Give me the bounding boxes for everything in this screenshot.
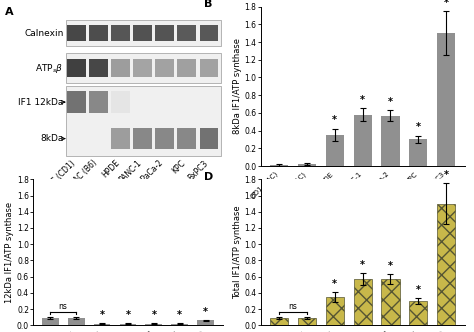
Bar bbox=[119, 324, 137, 325]
Text: *: * bbox=[332, 115, 337, 125]
Text: BxPC3: BxPC3 bbox=[186, 158, 210, 182]
Text: *: * bbox=[388, 261, 393, 271]
Bar bbox=[155, 128, 174, 149]
Bar bbox=[409, 301, 428, 325]
Text: ATP$_s\beta$: ATP$_s\beta$ bbox=[36, 61, 64, 75]
Text: *: * bbox=[416, 123, 421, 132]
Bar bbox=[111, 25, 130, 41]
Bar bbox=[200, 128, 219, 149]
Text: PAC (CD1): PAC (CD1) bbox=[43, 158, 77, 192]
Bar bbox=[94, 324, 110, 325]
Bar bbox=[133, 25, 152, 41]
Bar bbox=[354, 279, 372, 325]
Bar bbox=[66, 20, 220, 46]
Text: PAC (B6): PAC (B6) bbox=[69, 158, 99, 188]
Text: IF1 12kDa: IF1 12kDa bbox=[18, 98, 64, 107]
Bar bbox=[111, 91, 130, 113]
Y-axis label: 8kDa IF1/ATP synthase: 8kDa IF1/ATP synthase bbox=[233, 38, 242, 134]
Bar bbox=[437, 204, 455, 325]
Bar bbox=[200, 25, 219, 41]
Bar bbox=[200, 59, 219, 77]
Text: *: * bbox=[100, 310, 105, 320]
Bar bbox=[437, 33, 455, 166]
Bar bbox=[66, 53, 220, 83]
Bar bbox=[298, 318, 316, 325]
Bar bbox=[42, 318, 59, 325]
Bar bbox=[111, 59, 130, 77]
Text: ns: ns bbox=[59, 302, 68, 311]
Bar bbox=[67, 91, 86, 113]
Bar bbox=[111, 128, 130, 149]
Bar bbox=[67, 59, 86, 77]
Bar bbox=[326, 297, 344, 325]
Text: *: * bbox=[388, 97, 393, 107]
Y-axis label: 12kDa IF1/ATP synthase: 12kDa IF1/ATP synthase bbox=[5, 202, 14, 303]
Text: D: D bbox=[204, 172, 213, 182]
Text: Calnexin: Calnexin bbox=[24, 29, 64, 38]
Text: KPC: KPC bbox=[171, 158, 187, 175]
Text: HPDE: HPDE bbox=[100, 158, 121, 180]
Text: 8kDa: 8kDa bbox=[40, 134, 64, 143]
Text: *: * bbox=[360, 95, 365, 105]
Text: B: B bbox=[204, 0, 212, 9]
Bar bbox=[177, 25, 196, 41]
Bar bbox=[133, 59, 152, 77]
Text: *: * bbox=[177, 310, 182, 320]
Bar bbox=[172, 324, 188, 325]
Text: MIA PaCa-2: MIA PaCa-2 bbox=[128, 158, 165, 195]
Bar bbox=[89, 59, 108, 77]
Bar bbox=[177, 128, 196, 149]
Bar bbox=[89, 91, 108, 113]
Bar bbox=[133, 128, 152, 149]
Text: *: * bbox=[203, 306, 208, 317]
Bar bbox=[155, 25, 174, 41]
Text: *: * bbox=[416, 285, 421, 294]
Text: ns: ns bbox=[289, 302, 297, 311]
Bar bbox=[409, 139, 428, 166]
Text: *: * bbox=[444, 170, 449, 180]
Bar bbox=[67, 25, 86, 41]
Bar bbox=[155, 59, 174, 77]
Text: A: A bbox=[5, 7, 13, 17]
Text: *: * bbox=[151, 310, 156, 320]
Bar bbox=[177, 59, 196, 77]
Bar bbox=[270, 318, 288, 325]
Bar bbox=[382, 279, 400, 325]
Text: *: * bbox=[360, 260, 365, 270]
Bar bbox=[68, 318, 84, 325]
Bar bbox=[89, 25, 108, 41]
Y-axis label: Total IF1/ATP synthase: Total IF1/ATP synthase bbox=[233, 206, 242, 299]
Text: *: * bbox=[444, 0, 449, 8]
Bar bbox=[354, 115, 372, 166]
Text: *: * bbox=[126, 310, 130, 320]
Bar bbox=[146, 324, 162, 325]
Bar bbox=[270, 165, 288, 166]
Bar bbox=[382, 116, 400, 166]
Bar bbox=[298, 164, 316, 166]
Bar bbox=[326, 135, 344, 166]
Bar bbox=[66, 86, 220, 156]
Bar bbox=[197, 320, 214, 325]
Text: *: * bbox=[332, 279, 337, 289]
Text: PANC-1: PANC-1 bbox=[117, 158, 143, 185]
